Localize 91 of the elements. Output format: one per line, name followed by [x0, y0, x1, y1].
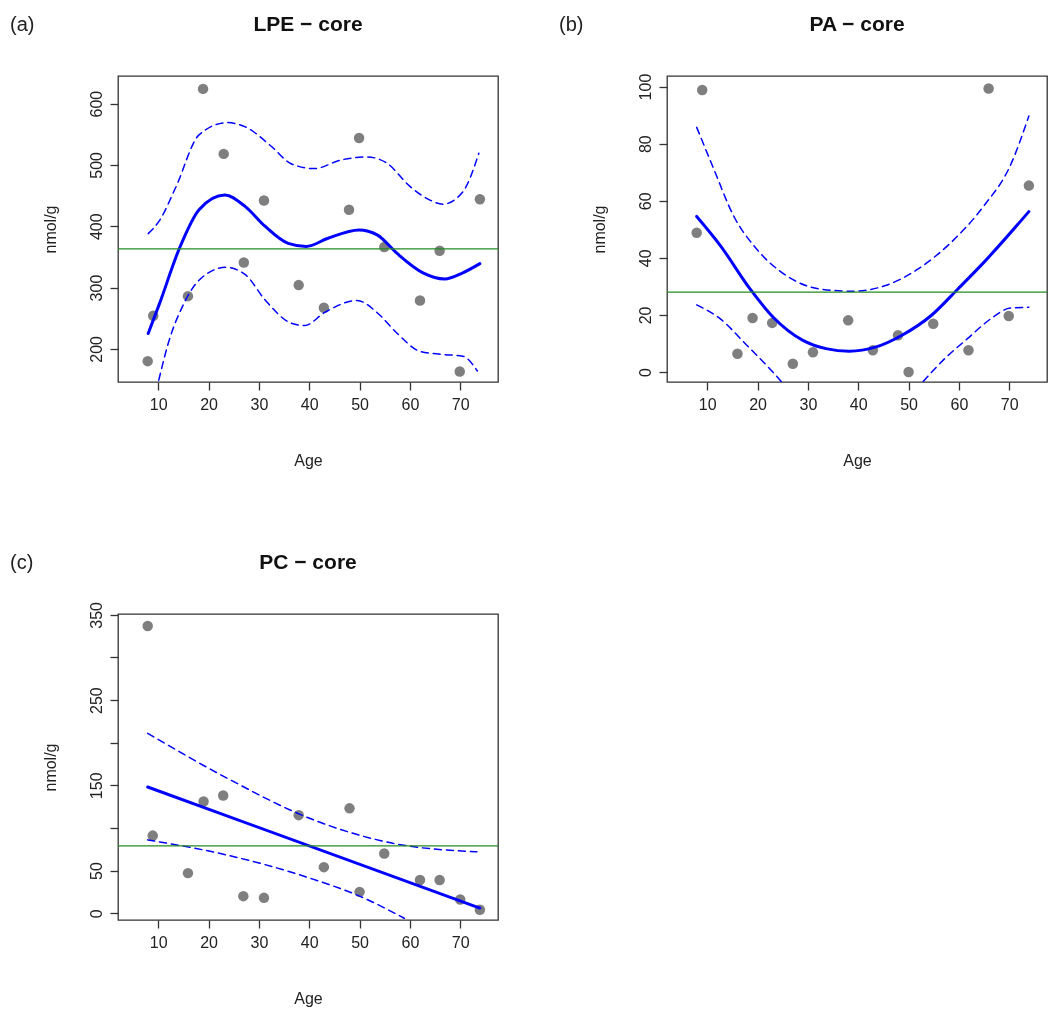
y-tick-label: 60 — [636, 192, 654, 211]
y-tick-label: 300 — [87, 274, 105, 302]
chart-title: PA − core — [809, 12, 905, 35]
point — [1023, 180, 1035, 191]
y-tick-label: 400 — [87, 213, 105, 241]
x-tick-label: 60 — [950, 395, 969, 413]
point — [182, 867, 194, 879]
point — [238, 257, 250, 268]
point — [238, 890, 249, 902]
y-tick-label: 600 — [87, 90, 105, 118]
x-tick-label: 40 — [300, 395, 319, 413]
x-axis-title: Age — [294, 451, 323, 469]
y-tick-label: 150 — [87, 772, 105, 800]
x-tick-label: 20 — [200, 933, 219, 951]
line-series — [158, 266, 479, 381]
point — [983, 83, 994, 94]
x-tick-label: 70 — [451, 395, 470, 413]
x-tick-label: 60 — [401, 933, 420, 951]
x-axis-title: Age — [294, 989, 323, 1007]
point — [1003, 310, 1014, 322]
y-axis-title: nmol/g — [41, 743, 59, 792]
point — [787, 358, 799, 369]
x-tick-label: 50 — [351, 933, 370, 951]
chart-title: PC − core — [259, 550, 357, 573]
point — [142, 355, 153, 367]
y-axis-title: nmol/g — [590, 205, 608, 254]
y-tick-label: 0 — [636, 367, 654, 377]
x-tick-label: 10 — [149, 933, 168, 951]
x-tick-label: 50 — [900, 395, 919, 413]
point — [147, 830, 158, 841]
point — [807, 347, 819, 358]
x-tick-label: 40 — [849, 395, 868, 413]
chart-title: LPE − core — [253, 12, 363, 35]
x-tick-label: 20 — [200, 395, 219, 413]
point — [732, 348, 743, 359]
y-tick-label: 100 — [636, 73, 654, 101]
y-tick-label: 250 — [87, 687, 105, 714]
line-series — [146, 193, 482, 336]
y-tick-label: 20 — [636, 306, 654, 325]
point — [963, 345, 974, 356]
point — [747, 312, 758, 324]
x-tick-label: 50 — [351, 395, 370, 413]
point — [842, 315, 854, 326]
y-tick-label: 0 — [87, 909, 105, 919]
point — [318, 861, 330, 873]
text: (b) — [559, 13, 584, 35]
line-series — [147, 121, 480, 235]
x-tick-label: 30 — [799, 395, 818, 413]
point — [258, 195, 270, 206]
x-axis-title: Age — [843, 451, 872, 469]
y-tick-label: 50 — [87, 862, 105, 880]
point — [344, 803, 355, 814]
line-series — [695, 115, 1030, 292]
point — [928, 318, 939, 329]
y-tick-label: 80 — [636, 135, 654, 154]
point — [293, 279, 304, 291]
x-tick-label: 70 — [1000, 395, 1019, 413]
point — [696, 84, 708, 96]
x-tick-label: 30 — [250, 933, 269, 951]
point — [454, 366, 465, 377]
point — [903, 366, 914, 378]
point — [691, 227, 702, 238]
x-tick-label: 40 — [300, 933, 319, 951]
y-axis-title: nmol/g — [41, 205, 59, 254]
point — [353, 132, 365, 144]
y-tick-label: 200 — [87, 335, 105, 363]
point — [343, 204, 355, 215]
x-tick-label: 10 — [698, 395, 717, 413]
y-tick-label: 40 — [636, 249, 654, 268]
point — [414, 874, 426, 886]
text: (a) — [10, 13, 35, 35]
point — [474, 194, 486, 205]
point — [217, 790, 229, 801]
x-tick-label: 70 — [451, 933, 470, 951]
point — [414, 295, 426, 306]
text: (c) — [10, 551, 34, 573]
point — [142, 620, 153, 632]
point — [434, 874, 445, 886]
x-tick-label: 30 — [250, 395, 269, 413]
y-tick-label: 500 — [87, 151, 105, 179]
point — [379, 848, 390, 859]
point — [198, 796, 209, 807]
point — [218, 148, 229, 160]
point — [197, 83, 209, 95]
x-tick-label: 10 — [149, 395, 168, 413]
point — [258, 892, 270, 904]
line-series — [146, 732, 478, 853]
x-tick-label: 20 — [749, 395, 768, 413]
point — [318, 302, 330, 314]
y-tick-label: 350 — [87, 601, 105, 629]
x-tick-label: 60 — [401, 395, 420, 413]
